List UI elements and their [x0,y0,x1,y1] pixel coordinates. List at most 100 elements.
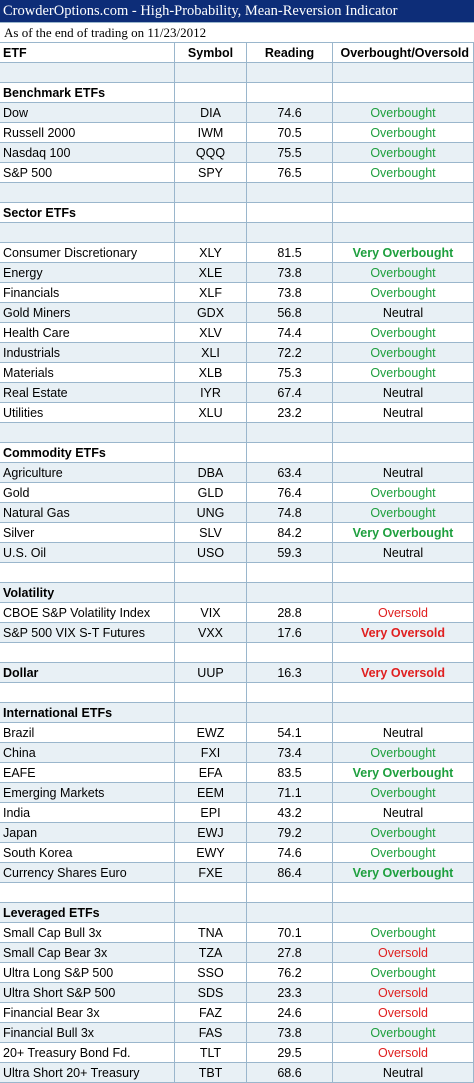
etf-reading: 74.8 [246,502,333,523]
table-row: CBOE S&P Volatility Index VIX 28.8 Oversold [0,602,474,623]
etf-name: Dow [0,102,175,123]
empty-cell [0,422,175,443]
etf-name: Industrials [0,342,175,363]
etf-symbol: USO [174,542,247,563]
table-row: Health Care XLV 74.4 Overbought [0,322,474,343]
etf-reading: 86.4 [246,862,333,883]
etf-status: Oversold [332,1042,474,1063]
etf-name: U.S. Oil [0,542,175,563]
etf-symbol: QQQ [174,142,247,163]
etf-status: Overbought [332,122,474,143]
table-row: Agriculture DBA 63.4 Neutral [0,462,474,483]
table-row: Dollar UUP 16.3 Very Oversold [0,662,474,683]
etf-status: Very Overbought [332,242,474,263]
etf-reading: 70.5 [246,122,333,143]
table-row: Financials XLF 73.8 Overbought [0,282,474,303]
etf-reading: 76.2 [246,962,333,983]
spacer-row [0,222,474,243]
col-header-etf: ETF [0,43,175,63]
etf-name: Dollar [0,662,175,683]
etf-status: Neutral [332,722,474,743]
etf-status: Overbought [332,362,474,383]
etf-symbol: VIX [174,602,247,623]
etf-symbol: IYR [174,382,247,403]
empty-cell [246,222,333,243]
header-row: ETF Symbol Reading Overbought/Oversold [0,43,474,63]
etf-reading: 70.1 [246,922,333,943]
etf-reading: 63.4 [246,462,333,483]
etf-reading: 67.4 [246,382,333,403]
etf-reading: 28.8 [246,602,333,623]
section-label: Leveraged ETFs [0,902,175,923]
table-row: Gold Miners GDX 56.8 Neutral [0,302,474,323]
etf-symbol: UNG [174,502,247,523]
etf-status: Overbought [332,102,474,123]
table-row: Real Estate IYR 67.4 Neutral [0,382,474,403]
empty-cell [332,682,474,703]
empty-cell [174,682,247,703]
spacer-row [0,562,474,583]
etf-name: Energy [0,262,175,283]
etf-reading: 16.3 [246,662,333,683]
etf-reading: 27.8 [246,942,333,963]
etf-status: Overbought [332,282,474,303]
empty-cell [246,702,333,723]
etf-name: Agriculture [0,462,175,483]
etf-reading: 81.5 [246,242,333,263]
etf-name: 20+ Treasury Bond Fd. [0,1042,175,1063]
etf-status: Oversold [332,982,474,1003]
etf-status: Very Overbought [332,522,474,543]
etf-symbol: FAZ [174,1002,247,1023]
table-row: Silver SLV 84.2 Very Overbought [0,522,474,543]
etf-reading: 74.6 [246,842,333,863]
empty-cell [332,62,474,83]
empty-cell [332,642,474,663]
empty-cell [246,582,333,603]
etf-name: Currency Shares Euro [0,862,175,883]
etf-name: EAFE [0,762,175,783]
section-label: Sector ETFs [0,202,175,223]
etf-name: Real Estate [0,382,175,403]
etf-symbol: SDS [174,982,247,1003]
spacer-row [0,882,474,903]
empty-cell [174,202,247,223]
etf-status: Oversold [332,942,474,963]
empty-cell [332,882,474,903]
etf-reading: 73.8 [246,262,333,283]
col-header-reading: Reading [246,43,333,63]
etf-status: Neutral [332,462,474,483]
col-header-status: Overbought/Oversold [332,43,474,63]
etf-status: Overbought [332,342,474,363]
etf-name: Brazil [0,722,175,743]
etf-status: Overbought [332,922,474,943]
spacer-row [0,642,474,663]
etf-symbol: FXE [174,862,247,883]
etf-status: Overbought [332,322,474,343]
table-row: Small Cap Bull 3x TNA 70.1 Overbought [0,922,474,943]
etf-status: Oversold [332,602,474,623]
etf-status: Oversold [332,1002,474,1023]
etf-name: Financial Bear 3x [0,1002,175,1023]
table-row: Ultra Short 20+ Treasury TBT 68.6 Neutral [0,1062,474,1083]
etf-symbol: EFA [174,762,247,783]
empty-cell [174,182,247,203]
etf-status: Overbought [332,482,474,503]
spacer-row [0,422,474,443]
etf-status: Very Oversold [332,622,474,643]
etf-status: Overbought [332,962,474,983]
etf-name: India [0,802,175,823]
etf-symbol: DIA [174,102,247,123]
etf-symbol: GLD [174,482,247,503]
empty-cell [332,82,474,103]
etf-name: South Korea [0,842,175,863]
spacer-row [0,62,474,83]
table-row: S&P 500 VIX S-T Futures VXX 17.6 Very Overs… [0,622,474,643]
etf-name: Materials [0,362,175,383]
etf-symbol: EWJ [174,822,247,843]
etf-name: China [0,742,175,763]
etf-symbol: XLE [174,262,247,283]
etf-name: Consumer Discretionary [0,242,175,263]
empty-cell [246,182,333,203]
empty-cell [246,882,333,903]
etf-name: Russell 2000 [0,122,175,143]
